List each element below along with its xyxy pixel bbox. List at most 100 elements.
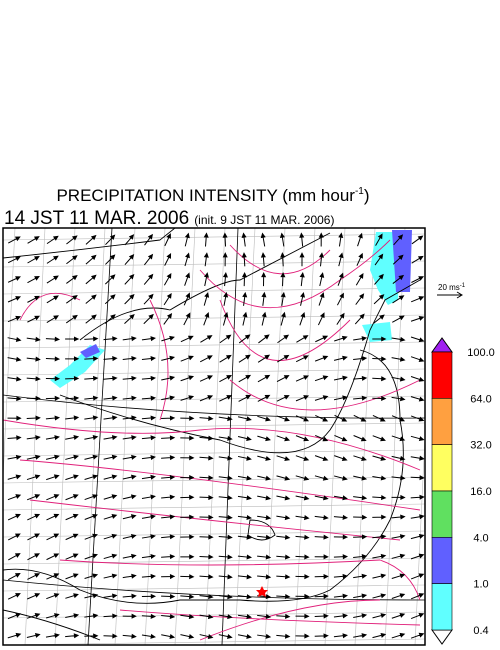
title: PRECIPITATION INTENSITY (mm hour-1) bbox=[56, 186, 369, 205]
wind-arrow bbox=[276, 594, 291, 600]
wind-arrow bbox=[392, 254, 404, 265]
wind-arrow bbox=[257, 455, 271, 461]
wind-arrow bbox=[410, 593, 425, 600]
wind-arrow bbox=[391, 534, 406, 540]
wind-arrow bbox=[295, 515, 310, 521]
wind-arrow bbox=[299, 232, 305, 247]
wind-arrow bbox=[27, 553, 40, 561]
wind-arrow bbox=[333, 593, 348, 599]
wind-arrow bbox=[161, 574, 176, 580]
wind-arrow bbox=[276, 455, 291, 461]
wind-arrow bbox=[391, 475, 406, 481]
wind-arrow bbox=[45, 454, 60, 460]
lat-line bbox=[3, 503, 425, 511]
colorbar-bin bbox=[431, 398, 453, 445]
wind-arrow bbox=[84, 633, 99, 639]
colorbar-label: 100.0 bbox=[467, 347, 495, 359]
wind-arrow bbox=[103, 395, 118, 401]
wind-arrow bbox=[219, 334, 232, 344]
wind-arrow bbox=[122, 474, 137, 480]
wind-arrow bbox=[333, 573, 349, 579]
wind-arrow bbox=[276, 613, 291, 619]
wind-arrow bbox=[391, 356, 406, 362]
wind-arrow bbox=[333, 375, 348, 381]
wind-arrow bbox=[46, 275, 59, 284]
wind-arrow bbox=[122, 415, 137, 421]
wind-arrow bbox=[199, 594, 214, 600]
wind-arrow bbox=[374, 273, 384, 285]
wind-arrow bbox=[391, 632, 406, 639]
wind-arrow bbox=[237, 594, 252, 600]
wind-arrow bbox=[180, 594, 195, 600]
wind-arrow bbox=[180, 634, 195, 639]
wind-arrow bbox=[161, 514, 176, 520]
wind-arrow bbox=[163, 313, 173, 325]
wind-arrow bbox=[85, 254, 97, 265]
wind-arrow bbox=[65, 494, 79, 501]
wind-arrow bbox=[103, 533, 118, 540]
wind-arrow bbox=[141, 593, 157, 599]
wind-arrow bbox=[65, 613, 80, 619]
wind-arrow bbox=[141, 375, 157, 381]
contour bbox=[149, 299, 169, 421]
wind-arrow bbox=[65, 356, 80, 362]
wind-arrow bbox=[84, 474, 99, 480]
wind-arrow bbox=[26, 435, 41, 441]
wind-arrow bbox=[372, 415, 386, 422]
lon-line bbox=[54, 228, 76, 645]
wind-arrow bbox=[7, 356, 22, 362]
wind-arrow bbox=[143, 273, 154, 285]
wind-arrow bbox=[103, 633, 118, 639]
wind-arrow bbox=[295, 495, 310, 501]
wind-arrow bbox=[161, 494, 176, 500]
wind-arrow bbox=[122, 375, 137, 381]
colorbar-under bbox=[431, 629, 453, 645]
wind-arrow bbox=[410, 494, 425, 500]
wind-arrow bbox=[65, 314, 78, 324]
wind-arrow bbox=[105, 234, 116, 246]
wind-arrow bbox=[8, 573, 21, 581]
wind-arrow bbox=[237, 495, 252, 501]
wind-arrow bbox=[161, 534, 176, 540]
wind-arrow bbox=[161, 375, 176, 381]
lat-line bbox=[3, 395, 425, 403]
wind-arrow bbox=[199, 574, 214, 580]
wind-arrow bbox=[276, 375, 290, 383]
wind-arrow bbox=[65, 573, 79, 580]
wind-arrow bbox=[374, 253, 384, 266]
wind-arrow bbox=[257, 475, 272, 481]
colorbar-bin bbox=[431, 537, 453, 584]
lat-line bbox=[3, 557, 425, 565]
wind-arrow bbox=[180, 395, 195, 401]
wind-arrow bbox=[180, 534, 195, 540]
wind-arrow bbox=[295, 554, 310, 560]
wind-arrow bbox=[276, 534, 291, 540]
wind-arrow bbox=[392, 274, 405, 284]
wind-arrow bbox=[277, 334, 290, 344]
wind-arrow bbox=[353, 475, 368, 481]
coastline bbox=[3, 228, 176, 259]
wind-arrow bbox=[141, 573, 157, 579]
wind-arrow bbox=[199, 355, 213, 363]
lon-line bbox=[264, 228, 286, 645]
wind-arrow bbox=[333, 355, 348, 361]
parallel bbox=[3, 579, 425, 601]
wind-arrow bbox=[392, 315, 405, 323]
wind-arrow bbox=[392, 295, 405, 304]
wind-arrow bbox=[222, 252, 228, 267]
colorbar-bin bbox=[431, 444, 453, 492]
wind-arrow bbox=[295, 395, 310, 402]
wind-arrow bbox=[199, 614, 214, 620]
wind-arrow bbox=[241, 271, 248, 287]
title-main: PRECIPITATION INTENSITY (mm hour bbox=[56, 186, 355, 205]
wind-arrow bbox=[161, 613, 176, 619]
wind-arrow bbox=[333, 613, 348, 619]
wind-arrow bbox=[122, 454, 137, 460]
lon-line bbox=[414, 430, 425, 645]
wind-arrow bbox=[372, 534, 387, 540]
lat-line bbox=[3, 287, 425, 295]
wind-arrow bbox=[124, 234, 135, 246]
wind-arrow bbox=[164, 252, 172, 266]
wind-arrow bbox=[372, 336, 387, 342]
coastline bbox=[59, 279, 421, 454]
